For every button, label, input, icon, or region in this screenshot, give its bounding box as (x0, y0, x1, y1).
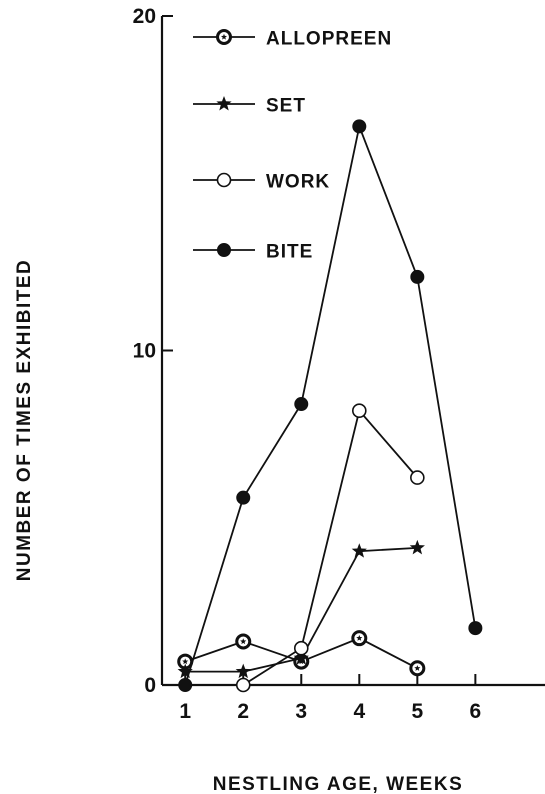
point-set-4 (351, 543, 367, 558)
point-set-2-shape (235, 663, 251, 679)
point-set-5 (409, 539, 425, 555)
point-work-2 (293, 640, 309, 656)
legend-item-allopreen: ALLOPREEN (193, 29, 392, 50)
point-allopreen-1-star (182, 658, 189, 665)
point-bite-3 (294, 397, 309, 412)
x-tick-label-6: 6 (470, 700, 482, 723)
point-set-3-shape (293, 650, 309, 665)
point-bite-5 (410, 269, 425, 284)
legend-marker-set (216, 96, 232, 111)
point-allopreen-5 (409, 660, 426, 677)
legend-item-bite: BITE (193, 242, 313, 263)
y-tick-label-0: 0 (144, 674, 156, 697)
legend: ALLOPREEN SET WORK BITE (193, 29, 392, 263)
legend-marker-set-shape (216, 96, 232, 111)
x-tick-label-1: 1 (179, 700, 191, 723)
legend-item-work: WORK (193, 172, 330, 193)
point-bite-6-shape (468, 621, 483, 636)
point-allopreen-4 (351, 630, 368, 647)
series-allopreen (177, 630, 426, 677)
x-axis-label: NESTLING AGE, WEEKS (213, 774, 464, 794)
point-allopreen-5-star (414, 665, 421, 671)
point-set-5-shape (409, 539, 425, 555)
point-set-2 (235, 663, 251, 679)
point-set-1 (177, 663, 193, 679)
point-set-3 (293, 650, 309, 665)
point-work-4 (410, 470, 425, 485)
series-bite (178, 119, 483, 692)
point-bite-4 (352, 119, 367, 134)
series-work (235, 403, 425, 693)
legend-item-set: SET (193, 96, 306, 117)
legend-label-allopreen: ALLOPREEN (266, 29, 392, 50)
legend-label-set: SET (266, 96, 306, 117)
series-line-work (242, 408, 419, 686)
x-tick-label-3: 3 (295, 700, 307, 723)
legend-marker-bite-shape (217, 243, 231, 257)
point-allopreen-2 (235, 633, 252, 650)
point-bite-5-shape (410, 269, 425, 284)
legend-marker-work-shape (216, 172, 232, 188)
point-allopreen-4-star (356, 634, 363, 641)
point-work-3-shape (352, 403, 367, 419)
point-set-1-shape (177, 663, 193, 679)
x-tick-label-5: 5 (411, 700, 423, 723)
x-tick-label-2: 2 (237, 700, 249, 723)
x-tick-label-4: 4 (353, 700, 365, 723)
legend-marker-allopreen (216, 29, 232, 45)
point-bite-1 (178, 678, 193, 692)
point-set-4-shape (351, 543, 367, 558)
series-set (177, 539, 425, 679)
point-work-1-shape (235, 677, 251, 693)
point-bite-2-shape (236, 490, 251, 505)
series-layer (177, 119, 483, 693)
legend-marker-allopreen-star (220, 33, 228, 40)
y-tick-label-20: 20 (133, 5, 156, 28)
point-work-4-shape (410, 470, 425, 485)
point-bite-2 (236, 490, 251, 505)
legend-marker-bite (217, 243, 231, 257)
point-bite-1-shape (178, 678, 193, 692)
legend-label-bite: BITE (266, 242, 313, 263)
point-work-1 (235, 677, 251, 693)
legend-marker-work (216, 172, 232, 188)
point-allopreen-2-star (240, 638, 247, 645)
point-bite-6 (468, 621, 483, 636)
axes: 0 10 20 1 2 3 4 5 6 (133, 5, 545, 723)
point-bite-3-shape (294, 397, 309, 412)
legend-label-work: WORK (266, 172, 330, 193)
y-axis-label: NUMBER OF TIMES EXHIBITED (14, 259, 35, 582)
point-work-3 (352, 403, 367, 419)
series-line-bite (184, 123, 477, 686)
y-tick-label-10: 10 (133, 340, 156, 363)
point-bite-4-shape (352, 119, 367, 134)
point-work-2-shape (293, 640, 309, 656)
